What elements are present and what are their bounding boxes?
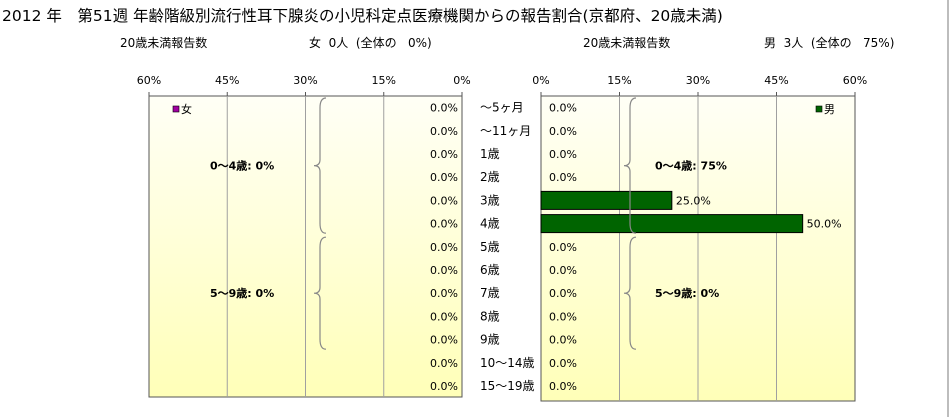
data-label: 0.0% bbox=[549, 287, 577, 300]
tick-label: 15% bbox=[607, 74, 631, 87]
group-brace bbox=[623, 236, 637, 350]
group-brace bbox=[623, 97, 637, 234]
male-count-summary: 男 3人 (全体の 75%) bbox=[764, 35, 894, 50]
tick-label: 15% bbox=[372, 74, 396, 87]
data-label: 0.0% bbox=[549, 125, 577, 138]
group-label: 0〜4歳: 0% bbox=[210, 159, 274, 173]
age-category-labels: 〜5ヶ月〜11ヶ月 1歳 2歳 3歳 4歳 5歳 6歳 7歳 8歳 9歳 10〜14歳 15〜19歳 bbox=[480, 101, 535, 393]
female-count-summary: 女 0人 (全体の 0%) bbox=[309, 35, 432, 50]
female-panel: 60% 45% 30% 15% 0% 0.0% 0.0% 0.0% 0.0% 0.0% 0.0% 0.… bbox=[137, 74, 471, 398]
tick-label: 30% bbox=[293, 74, 317, 87]
data-label: 0.0% bbox=[549, 380, 577, 393]
group-label: 0〜4歳: 75% bbox=[655, 159, 727, 173]
female-count-label: 20歳未満報告数 bbox=[120, 35, 207, 50]
data-label: 0.0% bbox=[430, 241, 458, 254]
data-label: 0.0% bbox=[430, 310, 458, 323]
data-label: 0.0% bbox=[430, 334, 458, 347]
tick-label: 0% bbox=[453, 74, 470, 87]
data-label: 0.0% bbox=[430, 380, 458, 393]
group-brace bbox=[313, 97, 327, 234]
group-label: 5〜9歳: 0% bbox=[655, 286, 719, 300]
data-label: 0.0% bbox=[549, 310, 577, 323]
data-label: 0.0% bbox=[549, 241, 577, 254]
data-label: 0.0% bbox=[430, 357, 458, 370]
data-label: 0.0% bbox=[430, 102, 458, 115]
data-label: 25.0% bbox=[676, 194, 711, 207]
data-label: 0.0% bbox=[549, 148, 577, 161]
tick-label: 45% bbox=[215, 74, 239, 87]
category-label: 9歳 bbox=[480, 333, 500, 347]
data-label: 0.0% bbox=[430, 287, 458, 300]
bar bbox=[540, 190, 673, 210]
data-label: 0.0% bbox=[549, 264, 577, 277]
category-label: 〜5ヶ月 bbox=[480, 101, 524, 115]
category-label: 10〜14歳 bbox=[480, 356, 535, 370]
tick-label: 0% bbox=[532, 74, 549, 87]
tick-label: 45% bbox=[764, 74, 788, 87]
tick-label: 60% bbox=[843, 74, 867, 87]
data-label: 0.0% bbox=[430, 148, 458, 161]
legend-label: 男 bbox=[824, 103, 835, 116]
legend-swatch bbox=[815, 105, 823, 113]
data-label: 0.0% bbox=[549, 102, 577, 115]
category-label: 15〜19歳 bbox=[480, 379, 535, 393]
category-label: 6歳 bbox=[480, 263, 500, 277]
data-label: 0.0% bbox=[549, 334, 577, 347]
group-brace bbox=[313, 236, 327, 350]
data-label: 0.0% bbox=[430, 194, 458, 207]
data-label: 0.0% bbox=[549, 357, 577, 370]
category-label: 7歳 bbox=[480, 286, 500, 300]
male-panel: 0% 15% 30% 45% 60% 0.0% 0.0% 0.0% 0.0% 25.0% 50.0%… bbox=[532, 74, 867, 402]
category-label: 2歳 bbox=[480, 170, 500, 184]
data-label: 0.0% bbox=[430, 125, 458, 138]
category-label: 3歳 bbox=[480, 193, 500, 207]
legend-label: 女 bbox=[181, 102, 192, 116]
data-label: 50.0% bbox=[807, 218, 842, 231]
tick-label: 30% bbox=[686, 74, 710, 87]
category-label: 4歳 bbox=[480, 217, 500, 231]
bar bbox=[540, 214, 804, 234]
tick-label: 60% bbox=[137, 74, 161, 87]
group-label: 5〜9歳: 0% bbox=[210, 286, 274, 300]
male-count-label: 20歳未満報告数 bbox=[583, 35, 670, 50]
legend-swatch bbox=[172, 105, 180, 113]
category-label: 〜11ヶ月 bbox=[480, 124, 531, 138]
category-label: 8歳 bbox=[480, 309, 500, 323]
chart-title: 2012 年 第51週 年齢階級別流行性耳下腺炎の小児科定点医療機関からの報告割… bbox=[2, 7, 723, 25]
data-label: 0.0% bbox=[430, 264, 458, 277]
data-label: 0.0% bbox=[430, 218, 458, 231]
data-label: 0.0% bbox=[549, 171, 577, 184]
data-label: 0.0% bbox=[430, 171, 458, 184]
category-label: 5歳 bbox=[480, 240, 500, 254]
category-label: 1歳 bbox=[480, 147, 500, 161]
window-edge bbox=[947, 0, 949, 417]
